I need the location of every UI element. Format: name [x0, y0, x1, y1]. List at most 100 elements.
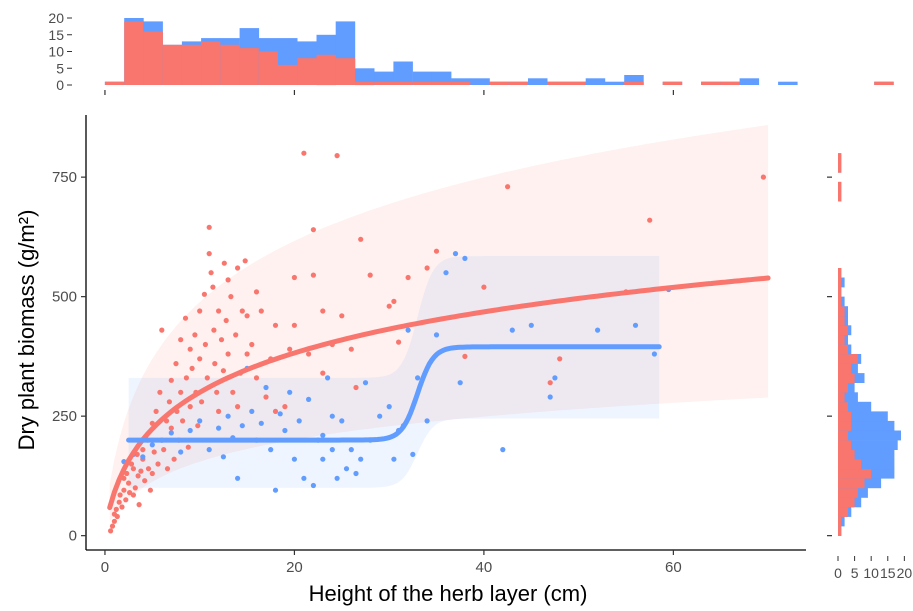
- right-histogram-bar-blue: [838, 401, 872, 412]
- red-data-point: [185, 444, 191, 450]
- red-data-point: [195, 423, 201, 429]
- top-histogram-bar-blue: [739, 78, 760, 85]
- red-data-point: [197, 356, 203, 362]
- right-histogram-bar-red: [838, 478, 865, 489]
- top-histogram-bar-red: [489, 81, 510, 85]
- red-data-point: [249, 341, 255, 348]
- red-data-point: [367, 272, 373, 278]
- top-histogram-bar-blue: [355, 68, 375, 86]
- red-data-point: [201, 291, 207, 297]
- red-data-point: [206, 224, 212, 230]
- red-data-point: [386, 303, 392, 309]
- red-data-point: [127, 490, 133, 496]
- red-data-point: [145, 466, 152, 472]
- top-histogram-bar-red: [431, 81, 452, 85]
- blue-data-point: [187, 427, 193, 434]
- top-histogram-bar-blue: [431, 71, 452, 85]
- top-histogram-bar-blue: [451, 78, 471, 85]
- blue-data-point: [334, 475, 340, 481]
- red-data-point: [111, 518, 117, 524]
- right-histogram-bar-red: [838, 277, 842, 288]
- right-histogram-bar-blue: [838, 459, 895, 470]
- red-data-point: [557, 356, 563, 362]
- blue-data-point: [528, 322, 534, 328]
- red-data-point: [164, 466, 171, 472]
- blue-data-point: [235, 475, 241, 481]
- x-tick-label: 60: [665, 559, 682, 576]
- top-histogram-bar-blue: [605, 81, 625, 85]
- red-fit-line: [107, 275, 771, 511]
- red-data-point: [126, 480, 132, 486]
- right-histogram-bar-red: [838, 373, 855, 383]
- red-data-point: [221, 260, 227, 266]
- red-data-point: [204, 375, 210, 381]
- right-histogram-bar-red: [838, 191, 842, 202]
- x-axis-title: Height of the herb layer (cm): [309, 581, 588, 606]
- red-data-point: [272, 322, 279, 328]
- red-data-point: [123, 497, 129, 503]
- top-histogram-bar-blue: [393, 61, 413, 85]
- red-data-point: [220, 368, 226, 374]
- top-histogram-bar-red: [258, 51, 279, 85]
- top-histogram-bar-red: [874, 81, 894, 85]
- red-data-point: [253, 289, 260, 295]
- red-data-point: [132, 485, 138, 491]
- right-histogram-bar-red: [838, 315, 845, 326]
- red-data-point: [462, 353, 468, 359]
- top-histogram-bar-red: [278, 64, 298, 85]
- blue-data-point: [595, 327, 601, 333]
- y-tick-label: 750: [52, 169, 77, 186]
- top-histogram-bar-red: [720, 81, 740, 85]
- blue-data-point: [310, 482, 316, 489]
- right-histogram-bar-red: [838, 411, 852, 422]
- red-data-point: [159, 327, 165, 333]
- x-tick-label: 40: [476, 559, 493, 576]
- red-data-point: [320, 370, 326, 376]
- blue-data-point: [291, 456, 297, 462]
- top-histogram-bar-red: [547, 81, 567, 85]
- top-histogram-bar-blue: [624, 75, 644, 85]
- red-data-point: [189, 365, 195, 371]
- right-histogram-bar-red: [838, 363, 852, 374]
- blue-data-point: [140, 454, 146, 460]
- top-histogram-bar-blue: [528, 78, 548, 85]
- red-data-point: [253, 375, 260, 381]
- right-x-tick-label: 10: [863, 565, 879, 581]
- top-y-tick-label: 20: [48, 10, 64, 26]
- right-histogram-bar-red: [838, 162, 842, 173]
- red-data-point: [334, 153, 340, 159]
- y-axis-title: Dry plant biomass (g/m²): [14, 210, 39, 451]
- red-data-point: [183, 375, 189, 381]
- red-data-point: [171, 456, 177, 462]
- red-data-point: [433, 248, 440, 254]
- blue-data-point: [500, 447, 506, 453]
- red-data-point: [647, 217, 653, 223]
- top-histogram-bar-red: [124, 21, 144, 85]
- red-data-point: [306, 351, 312, 357]
- y-tick-label: 250: [52, 408, 77, 425]
- red-data-point: [339, 313, 345, 319]
- red-data-point: [202, 341, 208, 348]
- blue-data-point: [287, 389, 293, 395]
- right-histogram-bar-red: [838, 401, 848, 412]
- blue-data-point: [272, 487, 279, 493]
- red-data-point: [117, 492, 123, 498]
- red-data-point: [178, 389, 184, 395]
- red-data-point: [187, 346, 193, 352]
- blue-data-point: [320, 432, 326, 438]
- red-data-point: [230, 389, 236, 395]
- red-data-point: [161, 447, 167, 453]
- red-data-point: [424, 265, 430, 271]
- top-histogram-bar-red: [701, 81, 721, 85]
- top-histogram-bar-red: [181, 44, 202, 85]
- y-tick-label: 0: [69, 528, 77, 545]
- blue-data-point: [443, 270, 449, 276]
- right-histogram-bar-red: [838, 287, 842, 297]
- red-data-point: [116, 499, 122, 505]
- right-histogram-bar-red: [838, 497, 855, 508]
- top-histogram-bar-red: [624, 81, 644, 85]
- red-data-point: [405, 274, 411, 281]
- red-data-point: [239, 308, 245, 314]
